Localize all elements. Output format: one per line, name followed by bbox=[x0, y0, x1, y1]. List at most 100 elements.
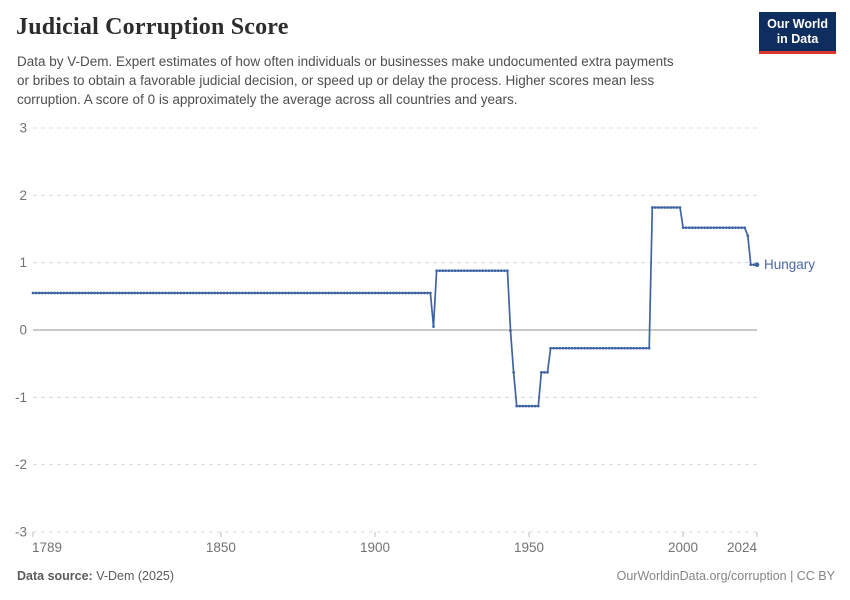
data-point bbox=[352, 291, 355, 295]
data-point bbox=[752, 263, 756, 267]
data-point bbox=[62, 291, 66, 295]
data-point bbox=[746, 234, 750, 238]
chart-title: Judicial Corruption Score bbox=[16, 14, 289, 40]
data-source-note: Data source: V-Dem (2025) bbox=[17, 569, 174, 583]
data-point bbox=[142, 291, 146, 295]
data-point bbox=[552, 346, 556, 350]
entity-label-hungary[interactable]: Hungary bbox=[764, 257, 815, 272]
data-point bbox=[293, 291, 297, 295]
data-point bbox=[681, 226, 685, 230]
data-point bbox=[613, 346, 617, 350]
data-source-value: V-Dem (2025) bbox=[92, 569, 175, 583]
data-point bbox=[287, 291, 291, 295]
data-point bbox=[462, 269, 466, 273]
data-point bbox=[324, 291, 328, 295]
data-point bbox=[398, 291, 401, 295]
data-point bbox=[450, 269, 454, 273]
data-point bbox=[499, 269, 503, 273]
data-point bbox=[623, 346, 626, 350]
data-point bbox=[453, 269, 457, 273]
data-point bbox=[432, 325, 435, 328]
data-line-hungary bbox=[33, 206, 757, 407]
data-point bbox=[68, 291, 72, 295]
data-point bbox=[438, 269, 442, 273]
owid-logo[interactable]: Our World in Data bbox=[759, 12, 836, 54]
data-point bbox=[250, 291, 254, 295]
data-point bbox=[385, 291, 389, 295]
data-point bbox=[342, 291, 346, 295]
data-point bbox=[228, 291, 232, 295]
data-point bbox=[441, 269, 445, 273]
data-point bbox=[84, 291, 87, 295]
data-point bbox=[312, 291, 315, 295]
data-point bbox=[638, 346, 642, 350]
data-point bbox=[265, 291, 269, 295]
data-point bbox=[626, 346, 629, 350]
data-point bbox=[188, 291, 192, 295]
data-point bbox=[604, 346, 608, 350]
data-point bbox=[59, 291, 63, 295]
data-point bbox=[96, 291, 100, 295]
data-point bbox=[484, 269, 488, 273]
data-point bbox=[469, 269, 472, 273]
data-point bbox=[407, 291, 411, 295]
data-point bbox=[358, 291, 361, 295]
data-point bbox=[305, 291, 309, 295]
data-point bbox=[703, 226, 706, 230]
data-point bbox=[635, 346, 639, 350]
data-point bbox=[700, 226, 703, 230]
data-point bbox=[47, 291, 50, 295]
data-point bbox=[382, 291, 386, 295]
data-point bbox=[87, 291, 90, 295]
data-point bbox=[524, 404, 528, 408]
y-tick-label: -1 bbox=[15, 390, 27, 405]
data-point bbox=[247, 291, 251, 295]
data-point bbox=[724, 226, 728, 230]
data-point bbox=[290, 291, 294, 295]
data-point bbox=[90, 291, 93, 295]
y-tick-label: -3 bbox=[15, 525, 27, 540]
data-point bbox=[284, 291, 287, 295]
data-point bbox=[370, 291, 374, 295]
data-point bbox=[712, 226, 716, 230]
data-point bbox=[151, 291, 155, 295]
data-point bbox=[647, 346, 651, 350]
data-point bbox=[210, 291, 214, 295]
data-point bbox=[120, 291, 124, 295]
data-point bbox=[302, 291, 306, 295]
data-point bbox=[697, 226, 700, 230]
subtitle-line-3: corruption. A score of 0 is approximatel… bbox=[17, 92, 518, 107]
data-point bbox=[478, 269, 482, 273]
attribution-link[interactable]: OurWorldinData.org/corruption | CC BY bbox=[616, 569, 835, 583]
data-point bbox=[533, 404, 537, 408]
data-point bbox=[315, 291, 318, 295]
data-point bbox=[580, 346, 583, 350]
data-point bbox=[222, 291, 226, 295]
y-tick-label: 2 bbox=[19, 188, 27, 203]
data-point bbox=[727, 226, 731, 230]
data-point bbox=[318, 291, 321, 295]
data-point bbox=[555, 346, 559, 350]
data-point bbox=[435, 269, 438, 273]
data-point bbox=[37, 291, 41, 295]
data-source-label: Data source: bbox=[17, 569, 93, 583]
data-point bbox=[268, 291, 272, 295]
data-point bbox=[80, 291, 84, 295]
data-point bbox=[413, 291, 417, 295]
data-point bbox=[425, 291, 429, 295]
data-point bbox=[561, 346, 565, 350]
data-point bbox=[108, 291, 112, 295]
data-point bbox=[475, 269, 478, 273]
x-tick-label: 2024 bbox=[727, 540, 758, 555]
data-point bbox=[734, 226, 737, 230]
data-point bbox=[74, 291, 78, 295]
data-point bbox=[157, 291, 161, 295]
data-point bbox=[401, 291, 405, 295]
data-point bbox=[466, 269, 469, 273]
data-point bbox=[410, 291, 414, 295]
data-point bbox=[348, 291, 352, 295]
data-point bbox=[231, 291, 235, 295]
data-point bbox=[219, 291, 223, 295]
data-point bbox=[617, 346, 620, 350]
x-tick-label: 2000 bbox=[668, 540, 698, 555]
